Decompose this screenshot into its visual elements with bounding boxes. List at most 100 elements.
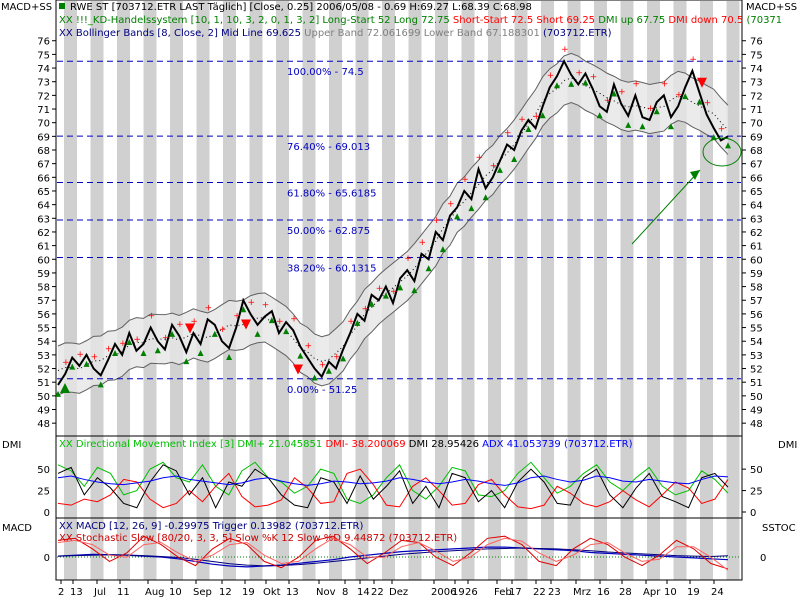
bollinger-legend: XX Bollinger Bands [8, Close, 2] Mid Lin… <box>59 28 612 39</box>
x-tick-label: 10 <box>169 587 182 598</box>
stripe-band <box>647 1 660 580</box>
y-tick-label: 64 <box>750 201 763 212</box>
short-signal-icon: + <box>76 350 84 360</box>
x-tick-label: 13 <box>70 587 83 598</box>
dmi-y-ticks: 50 50 25 25 0 0 <box>37 465 762 519</box>
y-tick-label: 49 <box>750 406 763 417</box>
stripe-band <box>329 1 342 580</box>
long-signal-icon <box>411 287 418 294</box>
stripe-band <box>90 1 104 580</box>
x-tick-label: 19 <box>687 587 700 598</box>
y-tick-label: 70 <box>37 119 50 130</box>
short-marker-icon <box>185 323 195 334</box>
dmi-line <box>57 464 729 509</box>
long-signal-icon <box>197 349 204 356</box>
short-signal-icon: + <box>518 115 526 125</box>
long-signal-icon <box>354 319 361 326</box>
short-signal-icon: + <box>347 317 355 327</box>
y-tick-label: 64 <box>37 201 50 212</box>
fibonacci-levels: 100.00% - 74.5 76.40% - 69.013 61.80% - 65… <box>57 60 741 396</box>
stripe-band <box>541 1 554 580</box>
x-tick-label: Apr <box>643 587 661 598</box>
y-axis-left: 48 49 50 51 52 53 54 55 56 57 58 59 60 61 62 63 64 65 66 67… <box>37 37 56 430</box>
short-signal-icon: + <box>276 317 284 327</box>
stripe-band <box>249 1 263 580</box>
y-tick-label: 61 <box>37 242 50 253</box>
trading-system-legend: XX !!!_KD-Handelssystem [10, 1, 10, 3, 2… <box>59 15 782 26</box>
instrument-icon <box>59 3 65 9</box>
y-tick-label: 66 <box>37 173 50 184</box>
y-tick-label: 48 <box>750 419 763 430</box>
short-signal-icon: + <box>575 68 583 78</box>
y-tick-label: 51 <box>37 378 50 389</box>
short-signal-icon: + <box>62 358 70 368</box>
fib-label: 61.80% - 65.6185 <box>287 189 376 200</box>
dmi-label-left: DMI <box>2 440 21 451</box>
legend-part: DMI up 67.75 <box>598 15 668 26</box>
dmi-legend: XX Directional Movement Index [3] DMI+ 2… <box>59 439 633 450</box>
short-signal-icon: + <box>190 317 198 327</box>
x-tick-label: Dez <box>389 587 408 598</box>
y-tick-label: 50 <box>750 392 763 403</box>
stripe-band <box>700 1 713 580</box>
long-signal-icon <box>397 284 404 291</box>
dmi-tick-left: 50 <box>37 465 50 476</box>
sstoc-zero-tick: 0 <box>760 553 766 564</box>
y-tick-label: 70 <box>750 119 763 130</box>
y-tick-label: 53 <box>750 351 763 362</box>
long-signal-icon <box>283 328 290 335</box>
long-signal-icon <box>325 367 332 374</box>
y-tick-label: 71 <box>37 105 50 116</box>
long-signal-icon <box>382 292 389 299</box>
dmi-tick-left: 25 <box>37 487 50 498</box>
long-signal-icon <box>211 330 218 337</box>
short-signal-icon: + <box>105 344 113 354</box>
y-tick-label: 62 <box>750 228 763 239</box>
x-tick-label: 17 <box>509 587 522 598</box>
y-tick-label: 75 <box>750 50 763 61</box>
short-signal-icon: + <box>447 200 455 210</box>
y-tick-label: 76 <box>750 37 763 48</box>
x-axis: 2 13 Jul 11 Aug 10 Sep 12 19 Okt 13 Nov 8 14 22 Dez 2006… <box>58 580 724 598</box>
dmi-tick-right: 0 <box>750 508 756 519</box>
x-tick-label: Aug <box>145 587 165 598</box>
legend-part: Short-Start 72.5 Short 69.25 <box>453 15 598 26</box>
y-tick-label: 66 <box>750 173 763 184</box>
macd-zero-tick: 0 <box>44 553 50 564</box>
long-signal-icon <box>183 358 190 365</box>
long-signal-icon <box>653 108 660 115</box>
stripe-band <box>196 1 210 580</box>
x-tick-label: Okt <box>263 587 281 598</box>
short-signal-icon: + <box>433 216 441 226</box>
legend-part: XX Bollinger Bands [8, Close, 2] Mid Lin… <box>59 28 304 39</box>
y-tick-label: 56 <box>750 310 763 321</box>
bollinger-fill <box>58 53 728 396</box>
short-signal-icon: + <box>247 298 255 308</box>
short-signal-icon: + <box>689 55 697 65</box>
macd-label-left: MACD <box>2 523 32 534</box>
long-signal-icon <box>368 300 375 307</box>
legend-part: ADX 41.053739 <box>482 439 564 450</box>
y-axis-right: 48 49 50 51 52 53 54 55 56 57 58 59 60 61 62 63 64 65 66 67… <box>742 37 763 430</box>
time-stripes <box>64 1 740 580</box>
long-signal-icon <box>667 123 674 130</box>
stripe-band <box>223 1 236 580</box>
long-signal-icon <box>439 246 446 253</box>
short-signal-icon: + <box>718 124 726 134</box>
y-tick-label: 68 <box>37 146 50 157</box>
short-signal-icon: + <box>675 90 683 100</box>
y-tick-label: 58 <box>750 283 763 294</box>
y-tick-label: 74 <box>750 64 763 75</box>
long-signal-icon <box>297 352 304 359</box>
short-signal-icon: + <box>91 353 99 363</box>
y-tick-label: 69 <box>750 132 763 143</box>
short-signal-icon: + <box>547 71 555 81</box>
long-marker-icon <box>60 383 70 394</box>
stripe-band <box>64 1 77 580</box>
x-tick-label: Sep <box>193 587 212 598</box>
dmi-tick-right: 50 <box>750 465 763 476</box>
long-signal-icon <box>83 360 90 367</box>
stoch-legend: XX Stochastic Slow [80/20, 3, 3, 5] Slow… <box>59 533 457 544</box>
short-signal-icon: + <box>476 153 484 163</box>
y-tick-label: 71 <box>750 105 763 116</box>
